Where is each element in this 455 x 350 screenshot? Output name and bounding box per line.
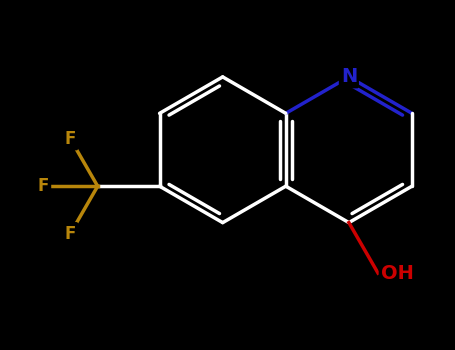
Text: F: F [37,177,49,195]
Text: F: F [65,224,76,243]
Text: F: F [65,130,76,148]
Text: N: N [341,68,357,86]
Text: N: N [341,68,357,86]
Text: OH: OH [381,264,414,282]
